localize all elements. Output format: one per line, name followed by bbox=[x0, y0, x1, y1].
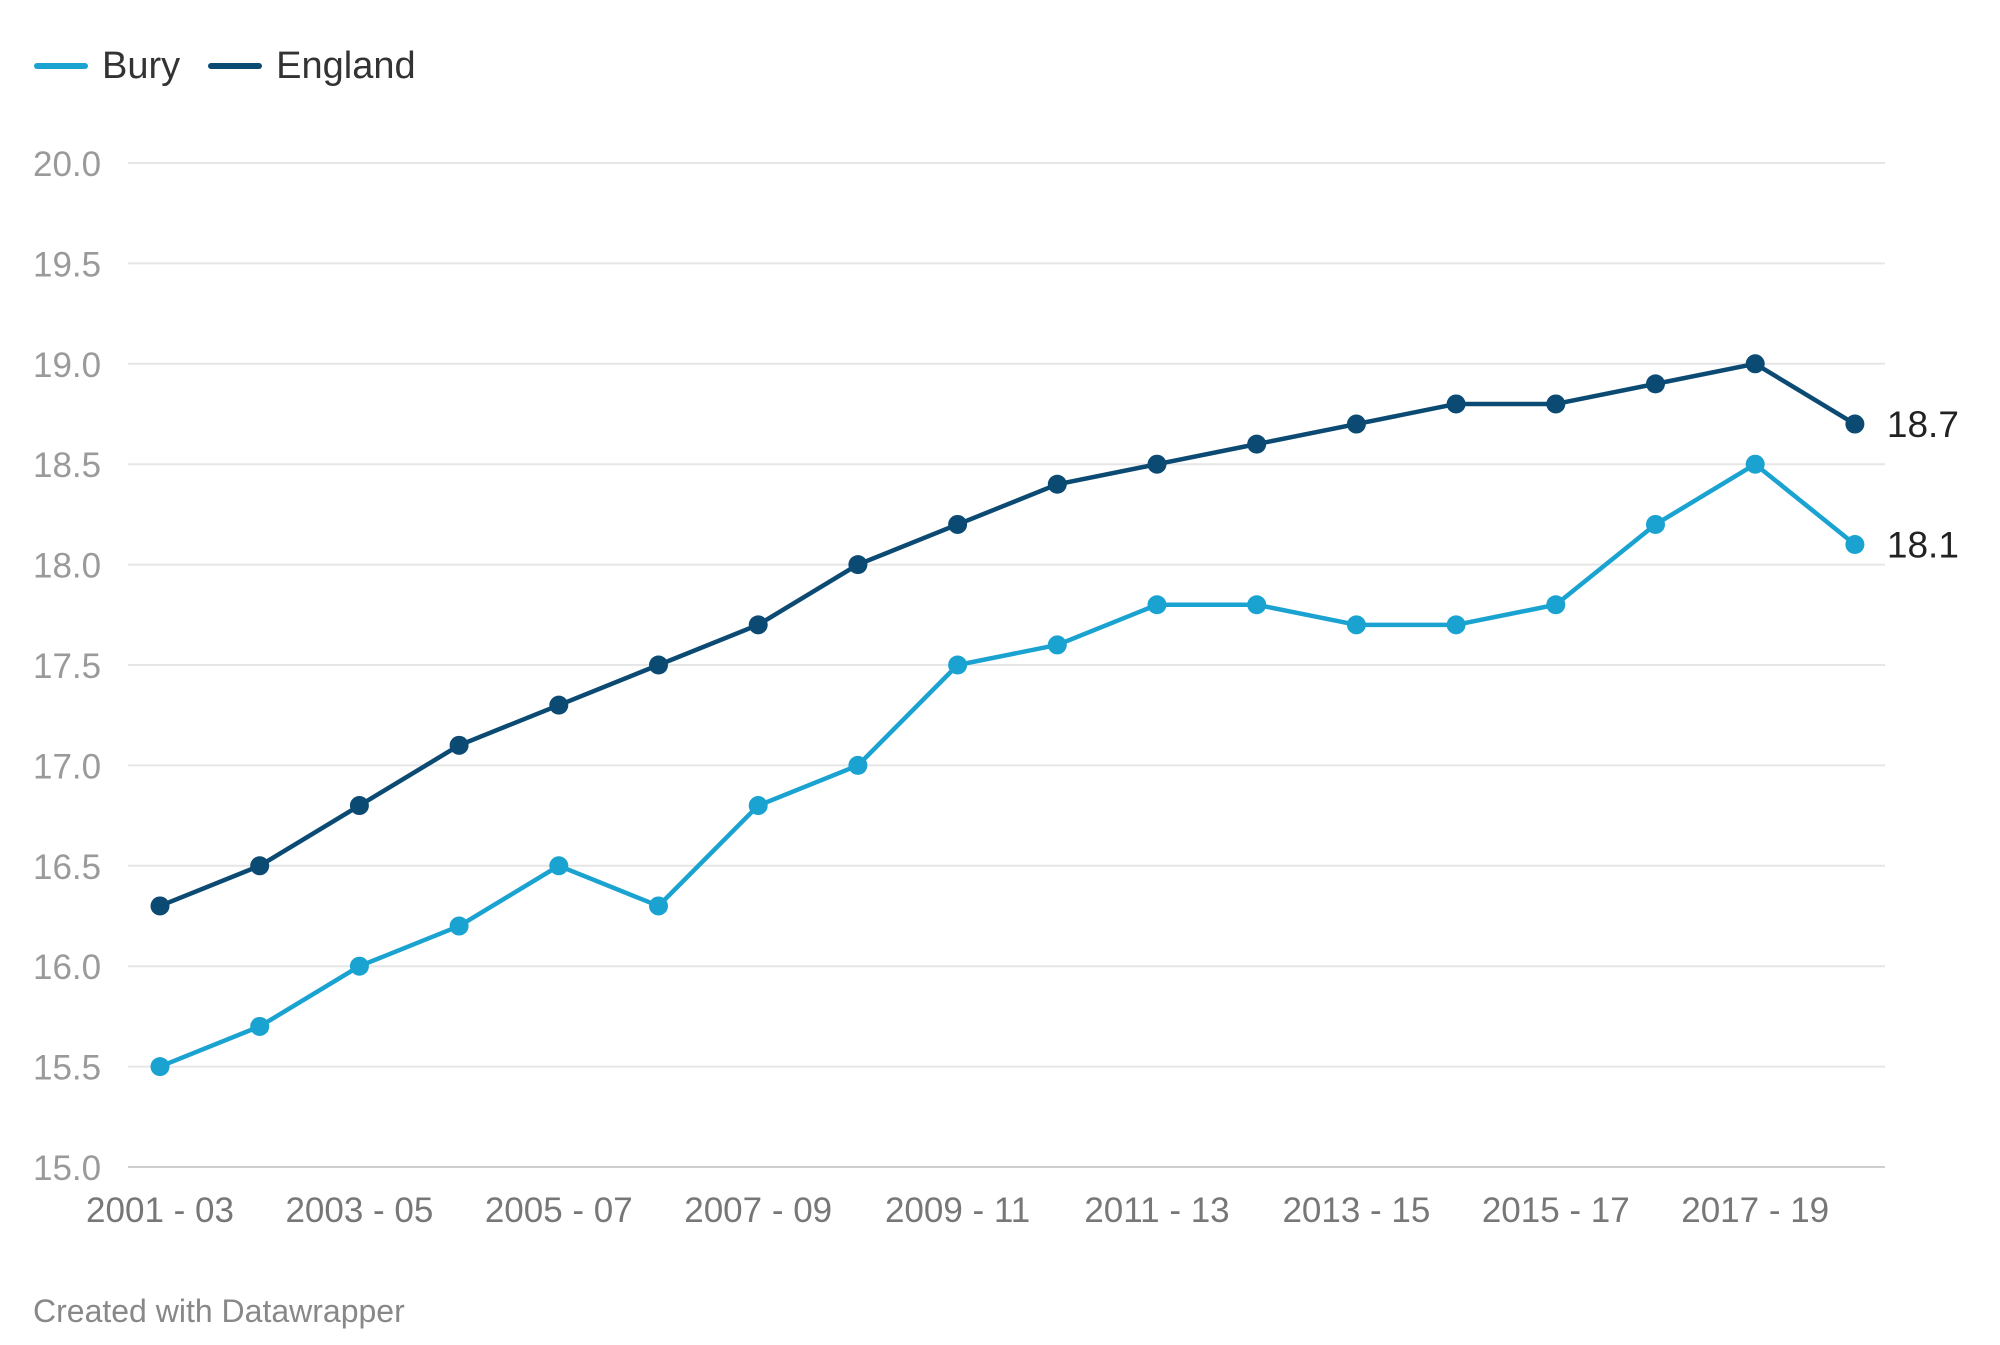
data-point-bury bbox=[1546, 595, 1566, 615]
y-tick-label: 17.0 bbox=[33, 747, 101, 786]
x-tick-label: 2009 - 11 bbox=[885, 1191, 1030, 1230]
series-line-bury bbox=[157, 461, 1858, 1069]
data-point-england bbox=[549, 695, 569, 715]
data-point-england bbox=[1745, 354, 1765, 374]
end-label-england: 18.7 bbox=[1887, 404, 1959, 445]
y-tick-label: 15.0 bbox=[33, 1149, 101, 1188]
x-tick-label: 2005 - 07 bbox=[485, 1191, 633, 1230]
data-point-england bbox=[250, 856, 270, 876]
data-point-england bbox=[1147, 454, 1167, 474]
x-tick-label: 2001 - 03 bbox=[86, 1191, 234, 1230]
data-point-bury bbox=[449, 916, 469, 936]
data-point-bury bbox=[1446, 615, 1466, 635]
data-point-england bbox=[1446, 394, 1466, 414]
data-point-england bbox=[1845, 414, 1865, 434]
legend-label-england: England bbox=[276, 45, 416, 87]
legend-item-bury: Bury bbox=[34, 44, 180, 88]
y-tick-label: 19.5 bbox=[33, 245, 101, 284]
data-point-bury bbox=[948, 655, 968, 675]
data-point-england bbox=[748, 615, 768, 635]
y-tick-label: 17.5 bbox=[33, 647, 101, 686]
x-tick-label: 2011 - 13 bbox=[1084, 1191, 1229, 1230]
data-point-bury bbox=[1745, 454, 1765, 474]
data-point-england bbox=[449, 735, 469, 755]
y-tick-label: 20.0 bbox=[33, 145, 101, 184]
data-point-england bbox=[1546, 394, 1566, 414]
x-tick-label: 2017 - 19 bbox=[1681, 1191, 1829, 1230]
y-tick-label: 18.5 bbox=[33, 446, 101, 485]
legend: Bury England bbox=[34, 44, 444, 88]
data-point-bury bbox=[1845, 535, 1865, 555]
series-line-england bbox=[157, 361, 1858, 909]
y-tick-label: 16.5 bbox=[33, 848, 101, 887]
data-point-bury bbox=[250, 1016, 270, 1036]
data-point-england bbox=[150, 896, 170, 916]
data-point-england bbox=[848, 555, 868, 575]
data-point-bury bbox=[1346, 615, 1366, 635]
data-point-bury bbox=[1247, 595, 1267, 615]
data-point-england bbox=[649, 655, 668, 675]
x-tick-label: 2007 - 09 bbox=[684, 1191, 832, 1230]
data-point-bury bbox=[748, 796, 768, 816]
legend-item-england: England bbox=[208, 44, 416, 88]
data-point-england bbox=[1646, 374, 1665, 394]
datawrapper-credit: Created with Datawrapper bbox=[33, 1293, 405, 1329]
data-point-bury bbox=[549, 856, 569, 876]
data-point-bury bbox=[649, 896, 668, 916]
data-point-england bbox=[349, 796, 369, 816]
end-label-bury: 18.1 bbox=[1887, 525, 1959, 566]
y-tick-label: 19.0 bbox=[33, 346, 101, 385]
y-tick-label: 18.0 bbox=[33, 547, 101, 586]
data-point-bury bbox=[349, 956, 369, 976]
x-tick-label: 2015 - 17 bbox=[1482, 1191, 1630, 1230]
data-point-england bbox=[948, 514, 968, 534]
data-point-bury bbox=[1646, 514, 1665, 534]
data-point-bury bbox=[150, 1057, 170, 1077]
legend-swatch-bury bbox=[34, 63, 88, 69]
legend-label-bury: Bury bbox=[102, 45, 181, 87]
legend-swatch-england bbox=[208, 63, 263, 69]
data-point-bury bbox=[848, 755, 868, 775]
data-point-england bbox=[1247, 434, 1267, 454]
y-tick-label: 15.5 bbox=[33, 1049, 101, 1088]
data-point-bury bbox=[1147, 595, 1167, 615]
data-point-england bbox=[1346, 414, 1366, 434]
x-tick-label: 2003 - 05 bbox=[285, 1191, 433, 1230]
y-tick-label: 16.0 bbox=[33, 948, 101, 987]
data-point-bury bbox=[1047, 635, 1067, 655]
data-point-england bbox=[1047, 474, 1067, 494]
x-tick-label: 2013 - 15 bbox=[1282, 1191, 1430, 1230]
